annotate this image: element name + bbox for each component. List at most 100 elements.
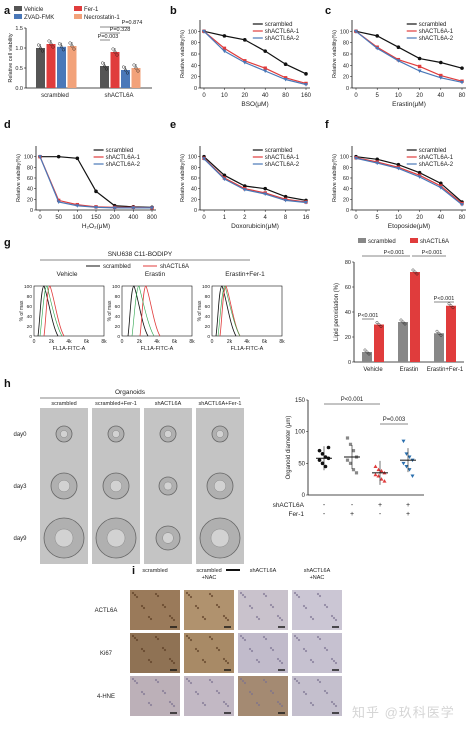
legend-label: scrambled — [265, 148, 293, 154]
data-point — [243, 184, 247, 188]
ihc-cell — [161, 689, 165, 693]
data-point — [202, 157, 206, 161]
bar-vehicle — [36, 48, 45, 88]
ihc-cell — [168, 700, 172, 704]
legend-swatch — [14, 14, 22, 19]
y-tick-label: 60 — [343, 52, 349, 58]
ihc-cell — [280, 704, 284, 708]
data-point — [375, 34, 380, 38]
x-tick-label: 80 — [459, 215, 466, 221]
data-point — [451, 306, 455, 310]
data-point — [396, 166, 401, 171]
x-tick-label: 200 — [110, 215, 121, 221]
histogram-curve — [43, 285, 65, 337]
ihc-cell — [133, 679, 137, 683]
ihc-cell — [203, 703, 207, 707]
organoid-lumen — [216, 430, 224, 438]
ihc-cell — [311, 703, 315, 707]
data-point — [377, 323, 381, 326]
ihc-cell — [163, 605, 167, 609]
bar-fer-1 — [46, 44, 56, 88]
legend-label: scrambled — [419, 148, 447, 154]
data-point — [68, 41, 72, 45]
data-point — [437, 331, 441, 335]
ihc-cell — [276, 657, 280, 661]
ihc-cell — [295, 593, 299, 597]
p-value-label: P<0.001 — [434, 296, 455, 302]
ihc-cell — [302, 647, 306, 651]
data-point — [407, 455, 412, 459]
ihc-cell — [170, 659, 174, 663]
legend-label: shACTL6A-2 — [265, 162, 300, 168]
y-tick-label: 80 — [345, 260, 351, 266]
ihc-cell — [156, 594, 160, 598]
ihc-cell — [133, 593, 137, 597]
ihc-cell — [269, 646, 273, 650]
data-point — [439, 60, 443, 65]
data-point — [62, 48, 66, 52]
data-point — [417, 170, 422, 175]
legend-label: shACTL6A — [160, 264, 189, 270]
y-tick-label: 100 — [112, 284, 120, 290]
ihc-cell — [241, 636, 245, 640]
ihc-cell — [154, 678, 158, 682]
legend-label: scrambled — [106, 148, 134, 154]
x-tick-label: 8k — [279, 339, 285, 345]
ihc-cell — [131, 634, 135, 638]
y-tick-label: 80 — [343, 41, 349, 47]
row-label: Ki67 — [100, 651, 113, 657]
legend-label: scrambled — [419, 22, 447, 28]
bar-necrostatin-1 — [67, 46, 77, 88]
x-axis-label: FL1A-FITC-A — [53, 346, 86, 352]
organoid-lumen — [106, 528, 126, 548]
data-point — [417, 175, 422, 179]
ihc-cell — [255, 615, 259, 619]
organoid-lumen — [213, 479, 227, 493]
p-value-label: P=0.328 — [110, 27, 131, 33]
x-tick-label: 100 — [72, 215, 83, 221]
x-tick-label: 400 — [128, 215, 139, 221]
data-point — [326, 445, 331, 450]
data-point — [399, 318, 403, 322]
x-tick-label: 80 — [282, 93, 289, 99]
data-point — [121, 65, 125, 69]
ihc-cell — [163, 648, 167, 652]
data-point — [56, 154, 61, 159]
data-point — [283, 62, 288, 66]
legend-label: shACTL6A-1 — [265, 155, 300, 161]
x-tick-label: 8k — [189, 339, 195, 345]
panel-c-line-chart: 0 20 40 60 80 100 0 5 10 20 40 80 Erastin(μM) Relativ… — [332, 20, 466, 108]
ihc-cell — [201, 701, 205, 705]
histogram-frame — [33, 285, 105, 337]
bar-zvad-fmk — [121, 70, 130, 88]
ihc-cell — [203, 617, 207, 621]
ihc-cell — [330, 614, 334, 618]
ihc-cell — [226, 618, 230, 622]
x-tick-label: 50 — [55, 215, 62, 221]
y-tick-label: 80 — [191, 41, 197, 47]
ihc-image — [238, 633, 288, 673]
data-point — [460, 66, 464, 70]
histogram-frame — [121, 285, 193, 337]
ihc-cell — [248, 604, 252, 608]
panel-label-b: b — [170, 5, 177, 17]
legend-swatch — [14, 6, 22, 11]
data-point — [447, 302, 451, 306]
data-point — [222, 177, 227, 182]
ihc-cell — [224, 616, 228, 620]
y-tick-label: 40 — [343, 63, 349, 69]
series-line-shactl6a-1 — [203, 157, 307, 203]
x-category-label: shACTL6A — [104, 93, 133, 99]
y-tick-label: 1.0 — [15, 46, 23, 52]
histogram-curve — [37, 285, 59, 337]
y-tick-label: 40 — [27, 314, 33, 320]
data-point — [379, 468, 384, 473]
data-point — [354, 156, 358, 161]
panel-e-line-chart: 0 20 40 60 80 100 0 1 2 4 8 16 Doxorubicin(μM) Relati… — [180, 146, 310, 230]
legend-label: shACTL6A — [420, 239, 449, 245]
ihc-cell — [217, 691, 221, 695]
ihc-cell — [257, 617, 261, 621]
ihc-cell — [309, 658, 313, 662]
ihc-cell — [203, 660, 207, 664]
